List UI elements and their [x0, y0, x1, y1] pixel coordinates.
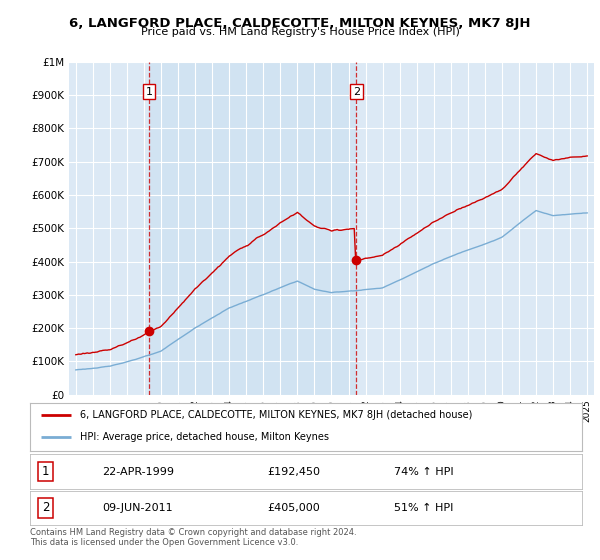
- Text: 1: 1: [42, 465, 49, 478]
- Text: 6, LANGFORD PLACE, CALDECOTTE, MILTON KEYNES, MK7 8JH: 6, LANGFORD PLACE, CALDECOTTE, MILTON KE…: [69, 17, 531, 30]
- Text: 09-JUN-2011: 09-JUN-2011: [102, 503, 172, 513]
- Text: Contains HM Land Registry data © Crown copyright and database right 2024.: Contains HM Land Registry data © Crown c…: [30, 528, 356, 537]
- Text: £192,450: £192,450: [268, 466, 320, 477]
- Text: 2: 2: [42, 501, 49, 515]
- Text: 6, LANGFORD PLACE, CALDECOTTE, MILTON KEYNES, MK7 8JH (detached house): 6, LANGFORD PLACE, CALDECOTTE, MILTON KE…: [80, 410, 472, 420]
- Text: HPI: Average price, detached house, Milton Keynes: HPI: Average price, detached house, Milt…: [80, 432, 329, 442]
- Text: This data is licensed under the Open Government Licence v3.0.: This data is licensed under the Open Gov…: [30, 538, 298, 547]
- Text: 51% ↑ HPI: 51% ↑ HPI: [394, 503, 454, 513]
- Text: 74% ↑ HPI: 74% ↑ HPI: [394, 466, 454, 477]
- Text: £405,000: £405,000: [268, 503, 320, 513]
- Text: Price paid vs. HM Land Registry's House Price Index (HPI): Price paid vs. HM Land Registry's House …: [140, 27, 460, 37]
- Text: 2: 2: [353, 87, 360, 96]
- Bar: [149, 62, 356, 395]
- Text: 22-APR-1999: 22-APR-1999: [102, 466, 174, 477]
- Text: 1: 1: [146, 87, 152, 96]
